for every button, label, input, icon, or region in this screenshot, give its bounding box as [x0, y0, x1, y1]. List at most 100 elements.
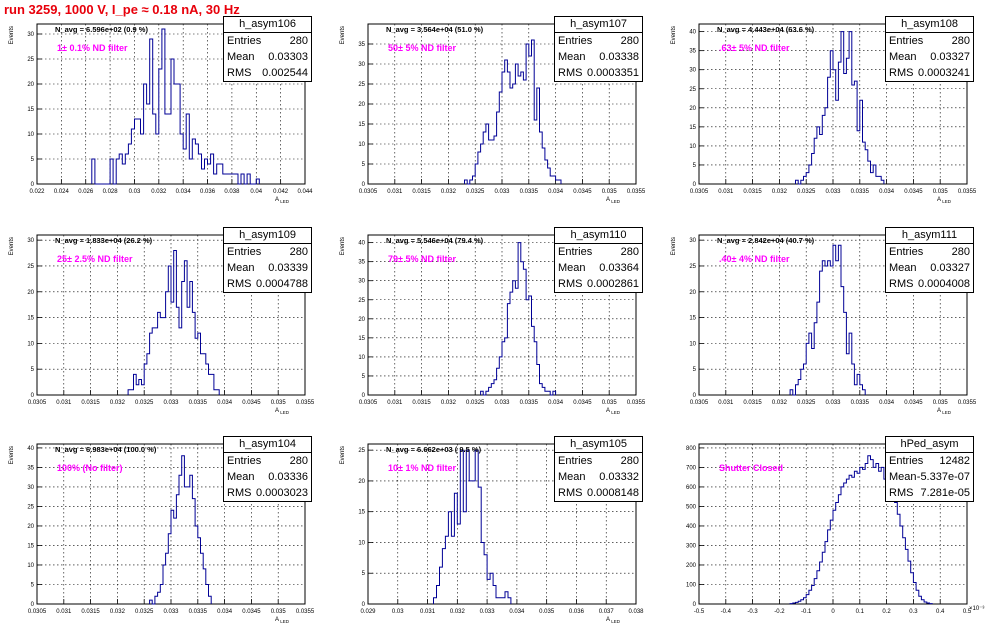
- x-tick-label: 0.031: [718, 400, 734, 406]
- y-tick-label: 500: [686, 504, 697, 510]
- histogram-bin: [445, 536, 448, 604]
- x-tick-label: 0.0305: [359, 189, 378, 195]
- stat-row: Mean-5.337e-07: [886, 469, 973, 485]
- x-tick-label: 0.0325: [135, 609, 154, 615]
- histogram-bin: [809, 333, 812, 395]
- histogram-bin: [833, 70, 836, 184]
- filter-label: 79± 5% ND filter: [388, 254, 456, 264]
- x-tick-label: 0.03: [392, 609, 404, 615]
- histogram-bin: [854, 471, 857, 604]
- x-tick-label: 0.032: [772, 400, 788, 406]
- x-tick-label: 0.0345: [242, 609, 261, 615]
- stat-value: 280: [290, 33, 308, 49]
- histogram-bin: [830, 520, 833, 604]
- histogram-bin: [545, 160, 548, 184]
- stat-value: 0.03364: [599, 260, 639, 276]
- y-tick-label: 20: [27, 82, 34, 88]
- x-axis-label: A LED: [606, 617, 621, 624]
- histogram-bin: [192, 312, 195, 395]
- histogram-bin: [174, 518, 177, 604]
- histogram-bin: [830, 266, 833, 395]
- y-tick-label: 30: [27, 485, 34, 491]
- stat-value: 0.03338: [599, 49, 639, 65]
- x-axis-label: A LED: [275, 197, 290, 204]
- histogram-bin: [153, 114, 156, 184]
- histogram-bin: [812, 349, 815, 395]
- histogram-bin: [505, 338, 508, 395]
- histogram-bin: [812, 154, 815, 184]
- y-tick-label: 25: [358, 82, 365, 88]
- y-tick-label: 30: [27, 238, 34, 244]
- x-tick-label: 0.0335: [851, 189, 870, 195]
- y-tick-label: 0: [31, 602, 35, 608]
- histogram-bin: [147, 354, 150, 395]
- histogram-bin: [486, 124, 489, 184]
- histogram-bin: [478, 152, 481, 184]
- x-tick-label: 0.0335: [520, 189, 539, 195]
- stat-key: Entries: [227, 33, 261, 49]
- histogram-bin: [200, 354, 203, 395]
- histogram-bin: [186, 114, 189, 184]
- histogram-bin: [490, 573, 493, 604]
- stat-value: 0.03327: [930, 49, 970, 65]
- histogram-bin: [464, 180, 467, 184]
- x-axis-label: A LED: [937, 408, 952, 415]
- stat-key: RMS: [889, 65, 913, 81]
- histogram-bin: [854, 81, 857, 184]
- y-tick-label: 5: [693, 367, 697, 373]
- x-axis-label: A LED: [937, 197, 952, 204]
- histogram-bin: [150, 333, 153, 395]
- x-tick-label: 0.0345: [904, 189, 923, 195]
- histogram-bin: [187, 487, 190, 604]
- histogram-bin: [849, 32, 852, 184]
- histogram-bin: [860, 385, 863, 395]
- histogram-bin: [183, 149, 186, 184]
- x-tick-label: 0.3: [909, 609, 918, 615]
- x-tick-label: 0.031: [420, 609, 436, 615]
- y-axis-label: Events: [340, 26, 346, 44]
- stat-key: RMS: [558, 276, 582, 292]
- histogram-bin: [166, 553, 169, 604]
- histogram-bin: [927, 603, 930, 604]
- x-tick-label: 0.0345: [573, 189, 592, 195]
- histogram-bin: [838, 245, 841, 395]
- x-tick-label: 0.2: [882, 609, 891, 615]
- histogram-bin: [434, 598, 437, 604]
- x-tick-label: 0.034: [548, 189, 564, 195]
- histogram-bin: [526, 44, 529, 184]
- x-tick-label: 0.0355: [627, 400, 646, 406]
- histogram-bin: [873, 165, 876, 184]
- histogram-bin: [545, 391, 548, 395]
- y-tick-label: 25: [27, 264, 34, 270]
- stat-value: 0.0008148: [587, 485, 639, 501]
- x-tick-label: 0.033: [494, 189, 510, 195]
- histogram-bin: [548, 168, 551, 184]
- histogram-bin: [830, 51, 833, 184]
- histogram-bin: [217, 390, 220, 395]
- x-tick-label: 0.032: [110, 400, 126, 406]
- x-tick-label: 0.032: [450, 609, 466, 615]
- filter-label: 1± 0.1% ND filter: [57, 43, 128, 53]
- histogram-bin: [187, 307, 190, 395]
- histogram-bin: [163, 565, 166, 604]
- histogram-bin: [486, 391, 489, 395]
- histogram-bin: [481, 542, 484, 604]
- y-tick-label: 10: [358, 142, 365, 148]
- x-tick-label: 0.036: [569, 609, 585, 615]
- histogram-bin: [868, 161, 871, 184]
- histogram-bin: [502, 72, 505, 184]
- x-tick-label: -0.2: [774, 609, 785, 615]
- histogram-name: h_asym108: [886, 17, 973, 33]
- y-tick-label: 15: [358, 510, 365, 516]
- histogram-bin: [439, 567, 442, 604]
- histogram-bin: [174, 250, 177, 395]
- histogram-bin: [499, 598, 502, 604]
- y-tick-label: 5: [362, 374, 366, 380]
